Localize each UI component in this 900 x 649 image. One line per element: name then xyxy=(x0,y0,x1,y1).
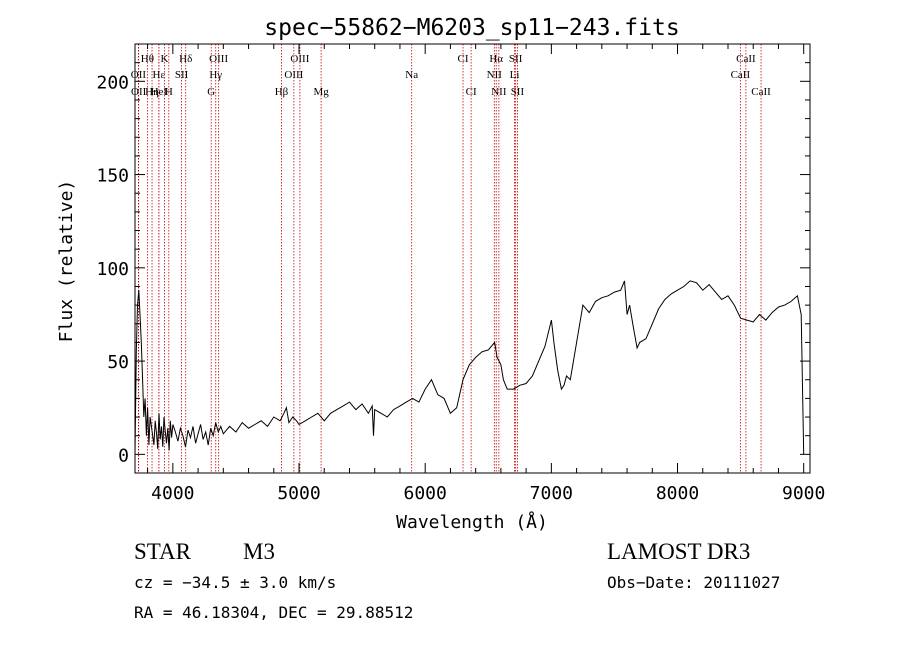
spectral-line-label: NII xyxy=(487,69,503,81)
spectral-line-label: OIII xyxy=(284,69,303,81)
x-axis-label: Wavelength (Å) xyxy=(396,511,548,533)
x-tick-label: 7000 xyxy=(530,483,573,504)
spectral-line-label: SII xyxy=(509,53,523,65)
spectral-lines-layer xyxy=(138,44,762,473)
spectral-line-label: Hε xyxy=(153,69,166,81)
x-tick-label: 6000 xyxy=(404,483,447,504)
redshift-cz: cz = −34.5 ± 3.0 km/s xyxy=(134,573,337,592)
spectral-line-label: G xyxy=(207,86,215,98)
object-subclass: M3 xyxy=(243,539,275,564)
line-labels-layer: Hθ K Hδ OIII OIII CI Hα SII CaII OII Hε SII Hγ OIII Na… xyxy=(131,53,771,98)
spectrum-line xyxy=(134,280,805,455)
spectral-line-label: Hθ xyxy=(141,53,154,65)
spectral-line-label: SII xyxy=(511,86,525,98)
spectral-line-label: OII xyxy=(131,86,147,98)
spectral-line-label: CI xyxy=(458,53,469,65)
x-tick-label: 9000 xyxy=(782,483,825,504)
survey-name: LAMOST DR3 xyxy=(607,539,751,564)
spectral-line-label: Mg xyxy=(313,86,329,98)
spectral-line-label: Hγ xyxy=(209,69,222,81)
spectral-line-label: OIII xyxy=(290,53,309,65)
spectral-line-label: OIII xyxy=(209,53,228,65)
spectrum-layer xyxy=(134,280,805,455)
object-class: STAR xyxy=(134,539,191,564)
coordinates: RA = 46.18304, DEC = 29.88512 xyxy=(134,603,414,622)
spectral-line-label: CI xyxy=(466,86,477,98)
y-tick-label: 150 xyxy=(96,166,129,187)
spectral-line-label: Li xyxy=(510,69,520,81)
spectral-line-label: CaII xyxy=(736,53,756,65)
y-axis-label: Flux (relative) xyxy=(56,180,77,343)
spectral-line-label: H xyxy=(165,86,173,98)
spectral-line-label: HeI xyxy=(151,86,168,98)
y-tick-label: 0 xyxy=(118,445,129,466)
y-tick-label: 50 xyxy=(107,352,129,373)
spectral-line-label: Hα xyxy=(489,53,503,65)
spectral-line-label: OII xyxy=(131,69,147,81)
spectral-line-label: CaII xyxy=(751,86,771,98)
plot-frame xyxy=(134,43,811,474)
chart-title: spec−55862−M6203_sp11−243.fits xyxy=(264,15,679,41)
x-tick-label: 8000 xyxy=(656,483,699,504)
spectral-line-label: NII xyxy=(491,86,507,98)
x-tick-label: 5000 xyxy=(277,483,320,504)
spectral-line-label: Na xyxy=(405,69,418,81)
y-tick-label: 200 xyxy=(96,72,129,93)
spectral-line-label: Hβ xyxy=(275,86,289,98)
spectral-line-label: CaII xyxy=(731,69,751,81)
obs-date: Obs−Date: 20111027 xyxy=(607,573,781,592)
axis-ticks-layer: 4000 5000 6000 7000 8000 9000 0 50 100 150 200 xyxy=(96,43,825,504)
y-tick-label: 100 xyxy=(96,259,129,280)
spectral-line-label: K xyxy=(161,53,169,65)
spectral-line-label: Hη xyxy=(145,86,159,98)
x-tick-label: 4000 xyxy=(151,483,194,504)
spectral-line-label: Hδ xyxy=(179,53,192,65)
spectral-line-label: SII xyxy=(175,69,189,81)
